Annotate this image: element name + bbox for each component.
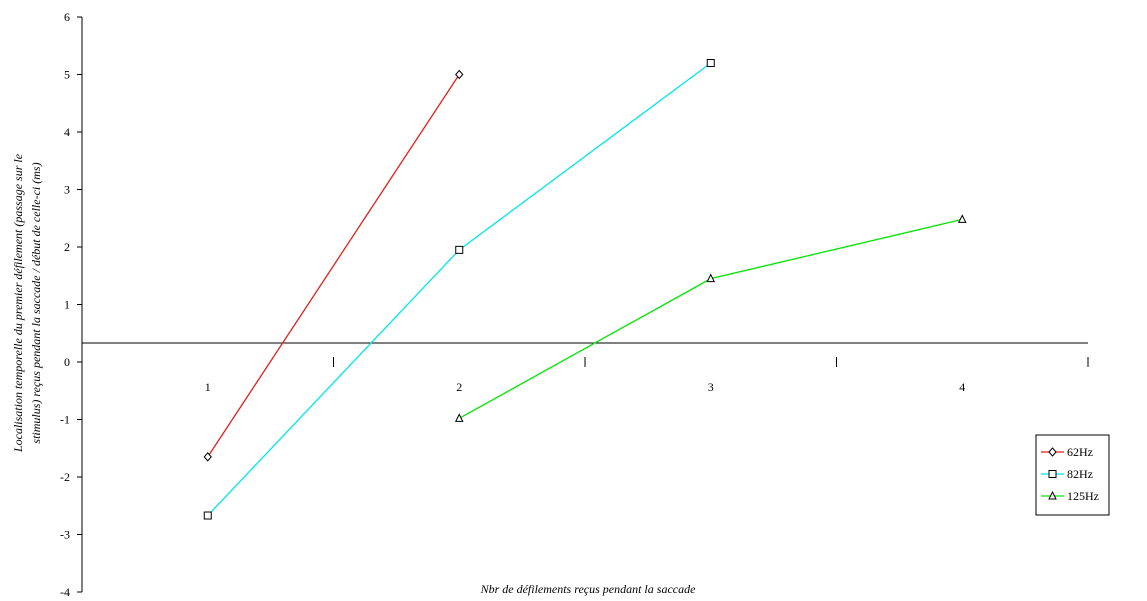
- legend-82hz-marker: [1048, 470, 1057, 478]
- x-tick-label: 2: [456, 380, 462, 394]
- y-tick-label: 0: [64, 355, 70, 369]
- legend-box: [1035, 434, 1110, 516]
- y-tick-label: -4: [60, 585, 70, 599]
- y-tick-label: -3: [60, 528, 70, 542]
- y-tick-label: 1: [64, 298, 70, 312]
- y-tick-label: 5: [64, 68, 70, 82]
- legend-125hz-marker: [1048, 490, 1057, 500]
- series-layer: [203, 59, 967, 520]
- series-62hz-marker: [455, 69, 464, 80]
- series-82hz: [203, 59, 715, 520]
- series-125hz-marker: [454, 413, 464, 422]
- series-125hz-marker: [957, 214, 967, 223]
- x-axis-title: Nbr de défilements reçus pendant la sacc…: [480, 582, 697, 596]
- y-tick-label: -2: [60, 470, 70, 484]
- series-125hz: [454, 214, 967, 422]
- y-tick-label: 2: [64, 240, 70, 254]
- legend: 62Hz 82Hz 125Hz: [1035, 434, 1110, 516]
- x-tick-label: 3: [708, 380, 714, 394]
- series-62hz: [203, 69, 464, 462]
- x-ticks: 1 2 3 4: [81, 357, 1089, 394]
- y-axis-title-line-1: Localisation temporelle du premier défil…: [11, 153, 25, 453]
- series-82hz-marker: [706, 59, 715, 67]
- legend-62hz-label: 62Hz: [1067, 445, 1093, 459]
- series-62hz-marker: [203, 452, 212, 462]
- series-82hz-line: [207, 62, 712, 516]
- x-tick-label: 1: [205, 380, 211, 394]
- series-62hz-line: [207, 74, 460, 458]
- y-tick-label: -1: [60, 413, 70, 427]
- y-ticks: -4 -3 -2 -1 0 1 2 3 4 5 6: [60, 10, 82, 599]
- y-tick-label: 6: [64, 10, 70, 24]
- y-tick-label: 4: [64, 125, 70, 139]
- x-tick-label: 4: [959, 380, 965, 394]
- y-tick-label: 3: [64, 183, 70, 197]
- y-axis-title-line-2: stimulus) reçus pendant la saccade / déb…: [29, 162, 43, 443]
- series-82hz-marker: [203, 511, 212, 520]
- legend-62hz-marker: [1048, 447, 1057, 457]
- legend-125hz-label: 125Hz: [1067, 489, 1099, 503]
- series-125hz-marker: [706, 273, 716, 283]
- series-82hz-marker: [455, 245, 464, 254]
- legend-82hz-label: 82Hz: [1067, 467, 1093, 481]
